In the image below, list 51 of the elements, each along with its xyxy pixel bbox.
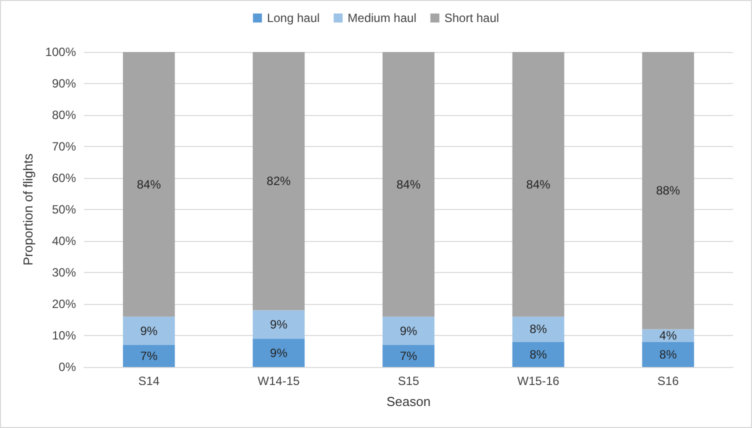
bar [512,316,564,342]
data-label: 88% [656,184,680,198]
bar [642,342,694,367]
bar [512,52,564,317]
legend-label: Medium haul [348,11,416,25]
data-label: 7% [400,348,418,363]
y-tick-label: 100% [45,45,76,59]
data-label: 4% [659,328,678,342]
y-tick-label: 50% [52,202,76,216]
x-tick-label: S16 [657,374,680,388]
bar [122,316,175,345]
bar [512,342,564,367]
bar [382,316,434,345]
data-label: 84% [396,177,421,192]
bar [252,338,305,367]
x-axis-title: Season [386,394,431,409]
bar [382,52,434,317]
y-tick-label: 30% [52,266,76,280]
data-label: 9% [400,324,418,338]
data-label: 9% [270,346,288,360]
data-label: 9% [270,317,288,332]
x-tick-label: W14-15 [258,374,300,388]
y-tick-label: 70% [52,140,76,154]
bar [642,329,694,342]
bar [642,52,694,330]
data-label: 84% [136,177,162,192]
bar [382,344,434,367]
y-tick-label: 40% [52,234,76,248]
data-label: 82% [266,174,292,188]
x-tick-label: S14 [138,374,160,388]
bar [252,310,305,339]
bar [252,52,305,310]
y-tick-label: 20% [52,297,76,311]
data-label: 8% [659,347,678,362]
y-tick-label: 80% [52,108,76,122]
legend-label: Short haul [444,11,500,25]
x-tick-label: W15-16 [517,374,560,388]
data-label: 8% [530,347,548,362]
x-tick-label: S15 [398,374,420,388]
data-label: 84% [526,177,551,192]
y-tick-label: 60% [52,171,76,185]
legend-label: Long haul [266,11,320,25]
y-tick-label: 0% [58,360,76,374]
data-label: 8% [530,322,548,336]
data-label: 9% [140,324,158,338]
bar [122,344,175,367]
y-tick-label: 10% [52,328,76,342]
bar [122,52,175,317]
y-tick-label: 90% [52,76,76,90]
y-axis-title: Proportion of flights [20,153,36,266]
data-label: 7% [140,348,158,363]
